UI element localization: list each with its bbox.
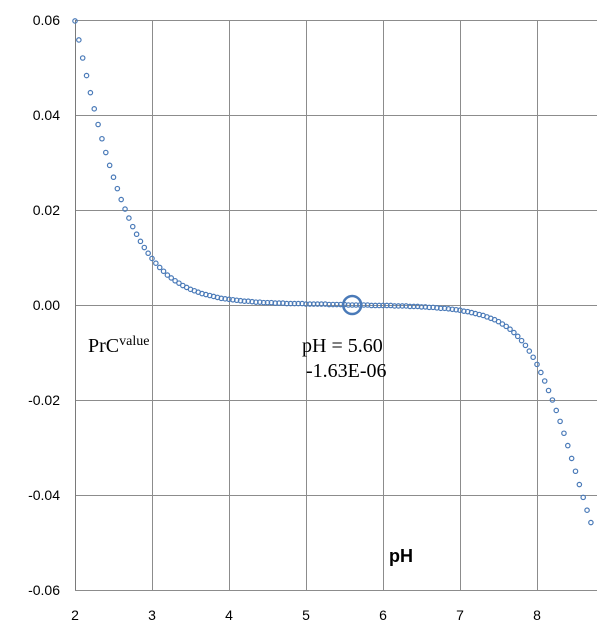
series-label: PrCvalue [88,334,149,357]
data-point [95,121,101,128]
y-tick-label: 0.06 [33,12,60,28]
data-point [572,468,579,475]
data-point [83,72,90,79]
data-point [133,231,140,238]
data-point [110,174,117,181]
data-point [580,494,587,501]
data-point [576,481,583,488]
data-point [549,397,556,403]
data-point [507,326,513,333]
x-axis-label: pH [389,546,413,566]
data-point [145,250,151,257]
x-tick-labels: 2 3 4 5 6 7 8 [71,607,541,623]
data-point [168,275,175,281]
data-point [129,223,136,230]
data-point [588,519,594,526]
data-point [122,206,128,212]
data-point [541,378,548,384]
data-point [511,329,517,336]
data-point [103,149,109,156]
data-point [545,387,552,394]
highlight-label-ph: pH = 5.60 [302,335,383,357]
data-point [91,106,98,112]
x-tick-label: 7 [456,607,464,623]
data-point [522,342,529,349]
data-point [557,418,563,425]
data-point [495,318,502,325]
y-tick-label: -0.04 [28,487,60,503]
data-point [530,354,536,361]
x-tick-label: 6 [379,607,387,623]
highlight-label-value: -1.63E-06 [306,360,387,382]
data-point [149,255,155,262]
data-point [514,333,521,340]
data-points [72,18,594,526]
y-tick-labels: 0.06 0.04 0.02 0.00 -0.02 -0.04 -0.06 [28,12,60,598]
x-tick-label: 4 [225,607,233,623]
y-tick-label: 0.04 [33,107,60,123]
data-point [99,135,105,142]
highlight-marker [341,294,363,316]
x-tick-label: 2 [71,607,79,623]
series-label-base: PrC [88,335,119,357]
y-tick-label: 0.02 [33,202,60,218]
data-point [76,37,82,43]
data-point [526,348,533,354]
x-tick-label: 8 [533,607,541,623]
data-point [118,196,125,203]
data-point [106,162,113,169]
data-point [568,455,575,462]
data-point [87,89,94,96]
data-point [176,280,182,286]
data-point [141,244,148,251]
data-point [584,507,590,514]
data-point [518,337,525,344]
y-tick-label: 0.00 [33,297,60,313]
data-point [126,215,132,221]
data-point [172,277,178,284]
data-point [153,260,159,267]
data-point [499,321,506,327]
y-tick-label: -0.02 [28,392,60,408]
data-point [156,264,163,271]
data-point [564,442,571,449]
x-tick-label: 5 [302,607,310,623]
grid-lines [75,20,597,591]
data-point [534,361,540,368]
data-point [72,18,78,24]
data-point [553,407,560,414]
y-tick-label: -0.06 [28,582,60,598]
data-point [160,268,167,275]
data-point [114,185,121,192]
x-tick-label: 3 [148,607,156,623]
data-point [538,369,544,376]
data-point [503,323,510,330]
data-point [164,272,171,278]
data-point [79,55,86,61]
data-point [561,430,567,437]
data-point [137,238,144,245]
series-label-superscript: value [119,334,149,349]
